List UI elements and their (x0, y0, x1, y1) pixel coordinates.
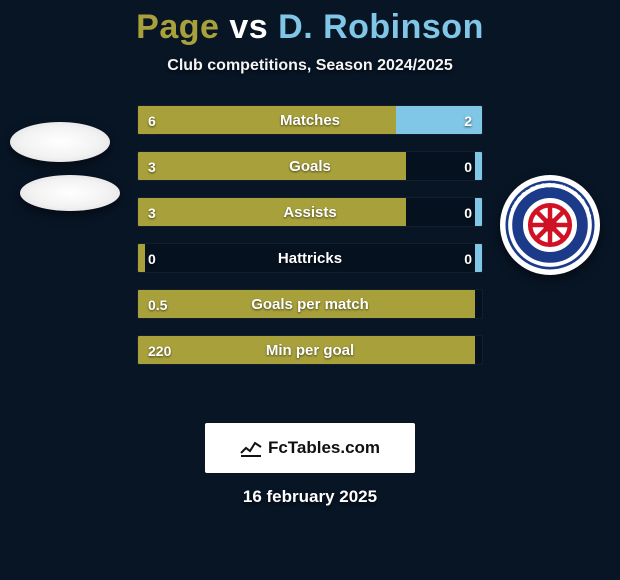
bar-value-left: 0 (148, 244, 156, 272)
bar-row: 30Assists (137, 197, 483, 227)
bar-label: Hattricks (138, 244, 482, 272)
bar-left-fill (138, 152, 406, 180)
subtitle: Club competitions, Season 2024/2025 (0, 57, 620, 75)
bar-value-right: 0 (464, 198, 472, 226)
bar-left-fill (138, 336, 475, 364)
player2-name: D. Robinson (278, 8, 484, 46)
bar-left-fill (138, 198, 406, 226)
bar-row: 220Min per goal (137, 335, 483, 365)
bar-right-fill (396, 106, 482, 134)
bar-right-fill (475, 152, 482, 180)
bar-left-fill (138, 244, 145, 272)
bar-left-fill (138, 106, 396, 134)
player1-name: Page (136, 8, 219, 46)
player1-club-crest (20, 175, 120, 211)
bar-row: 0 0Hattricks (137, 243, 483, 273)
bar-left-fill (138, 290, 475, 318)
branding-label: FcTables.com (268, 438, 380, 458)
bar-row: 62Matches (137, 105, 483, 135)
player2-club-crest: HARTLEPOOL UNITED F.C. (500, 175, 600, 275)
comparison-arena: HARTLEPOOL UNITED F.C. 62Matches 30Goals 3… (0, 105, 620, 405)
page-title: Page vs D. Robinson (0, 0, 620, 47)
branding-icon (240, 439, 262, 457)
branding-badge: FcTables.com (205, 423, 415, 473)
vs-text: vs (229, 8, 268, 46)
player1-avatar (10, 122, 110, 162)
bar-row: 30Goals (137, 151, 483, 181)
date-label: 16 february 2025 (0, 487, 620, 507)
comparison-bars: 62Matches30Goals30Assists00Hattricks0.5G… (137, 105, 483, 381)
bar-right-fill (475, 198, 482, 226)
bar-right-fill (475, 244, 482, 272)
bar-value-right: 0 (464, 152, 472, 180)
bar-value-right: 0 (464, 244, 472, 272)
bar-row: 0.5Goals per match (137, 289, 483, 319)
